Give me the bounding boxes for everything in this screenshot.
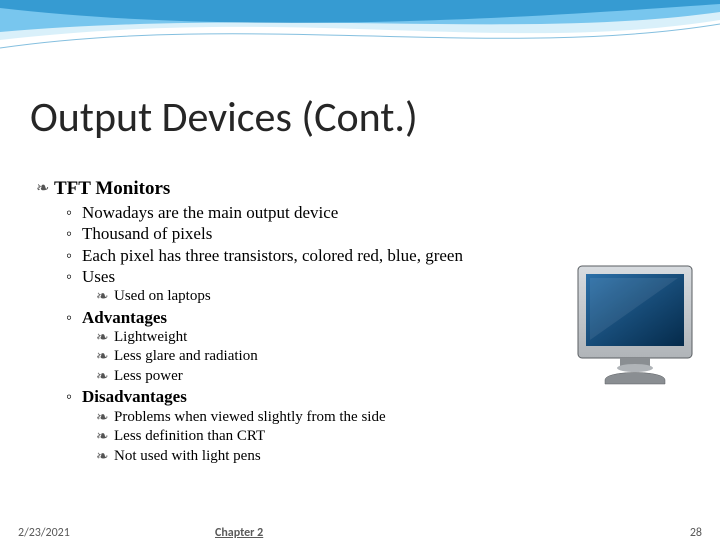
l3-group-dis: ❧Problems when viewed slightly from the … — [96, 408, 686, 467]
l2-text: Each pixel has three transistors, colore… — [82, 246, 463, 265]
l2-text: Thousand of pixels — [82, 224, 212, 243]
slide-title: Output Devices (Cont.) — [30, 92, 418, 143]
circle-icon: ◦ — [66, 202, 82, 223]
footer-chapter: Chapter 2 — [215, 526, 263, 540]
l3-text: Used on laptops — [114, 288, 211, 304]
flourish-icon: ❧ — [36, 178, 54, 198]
bullet-l1: ❧TFT Monitors — [36, 178, 686, 200]
flourish-icon: ❧ — [96, 328, 114, 348]
footer-page: 28 — [690, 526, 702, 540]
l3-text: Lightweight — [114, 329, 187, 345]
flourish-icon: ❧ — [96, 287, 114, 307]
bullet-l3: ❧Less definition than CRT — [96, 427, 686, 447]
bullet-l2: ◦Thousand of pixels — [66, 223, 686, 244]
l3-text: Less definition than CRT — [114, 428, 265, 444]
circle-icon: ◦ — [66, 245, 82, 266]
circle-icon: ◦ — [66, 223, 82, 244]
l2-text: Nowadays are the main output device — [82, 203, 338, 222]
circle-icon: ◦ — [66, 307, 82, 328]
bullet-l2: ◦Nowadays are the main output device — [66, 202, 686, 223]
l2-text: Advantages — [82, 308, 167, 327]
bullet-l3: ❧Not used with light pens — [96, 447, 686, 467]
flourish-icon: ❧ — [96, 347, 114, 367]
l3-text: Not used with light pens — [114, 448, 261, 464]
l3-text: Less power — [114, 368, 183, 384]
flourish-icon: ❧ — [96, 367, 114, 387]
l1-text: TFT Monitors — [54, 178, 170, 199]
monitor-image — [570, 260, 700, 390]
flourish-icon: ❧ — [96, 447, 114, 467]
bullet-l3: ❧Problems when viewed slightly from the … — [96, 408, 686, 428]
l3-text: Problems when viewed slightly from the s… — [114, 409, 386, 425]
flourish-icon: ❧ — [96, 408, 114, 428]
l3-text: Less glare and radiation — [114, 348, 258, 364]
l2-text: Disadvantages — [82, 387, 187, 406]
circle-icon: ◦ — [66, 386, 82, 407]
footer-date: 2/23/2021 — [18, 526, 70, 540]
flourish-icon: ❧ — [96, 427, 114, 447]
circle-icon: ◦ — [66, 266, 82, 287]
l2-text: Uses — [82, 267, 115, 286]
decorative-wave — [0, 0, 720, 70]
